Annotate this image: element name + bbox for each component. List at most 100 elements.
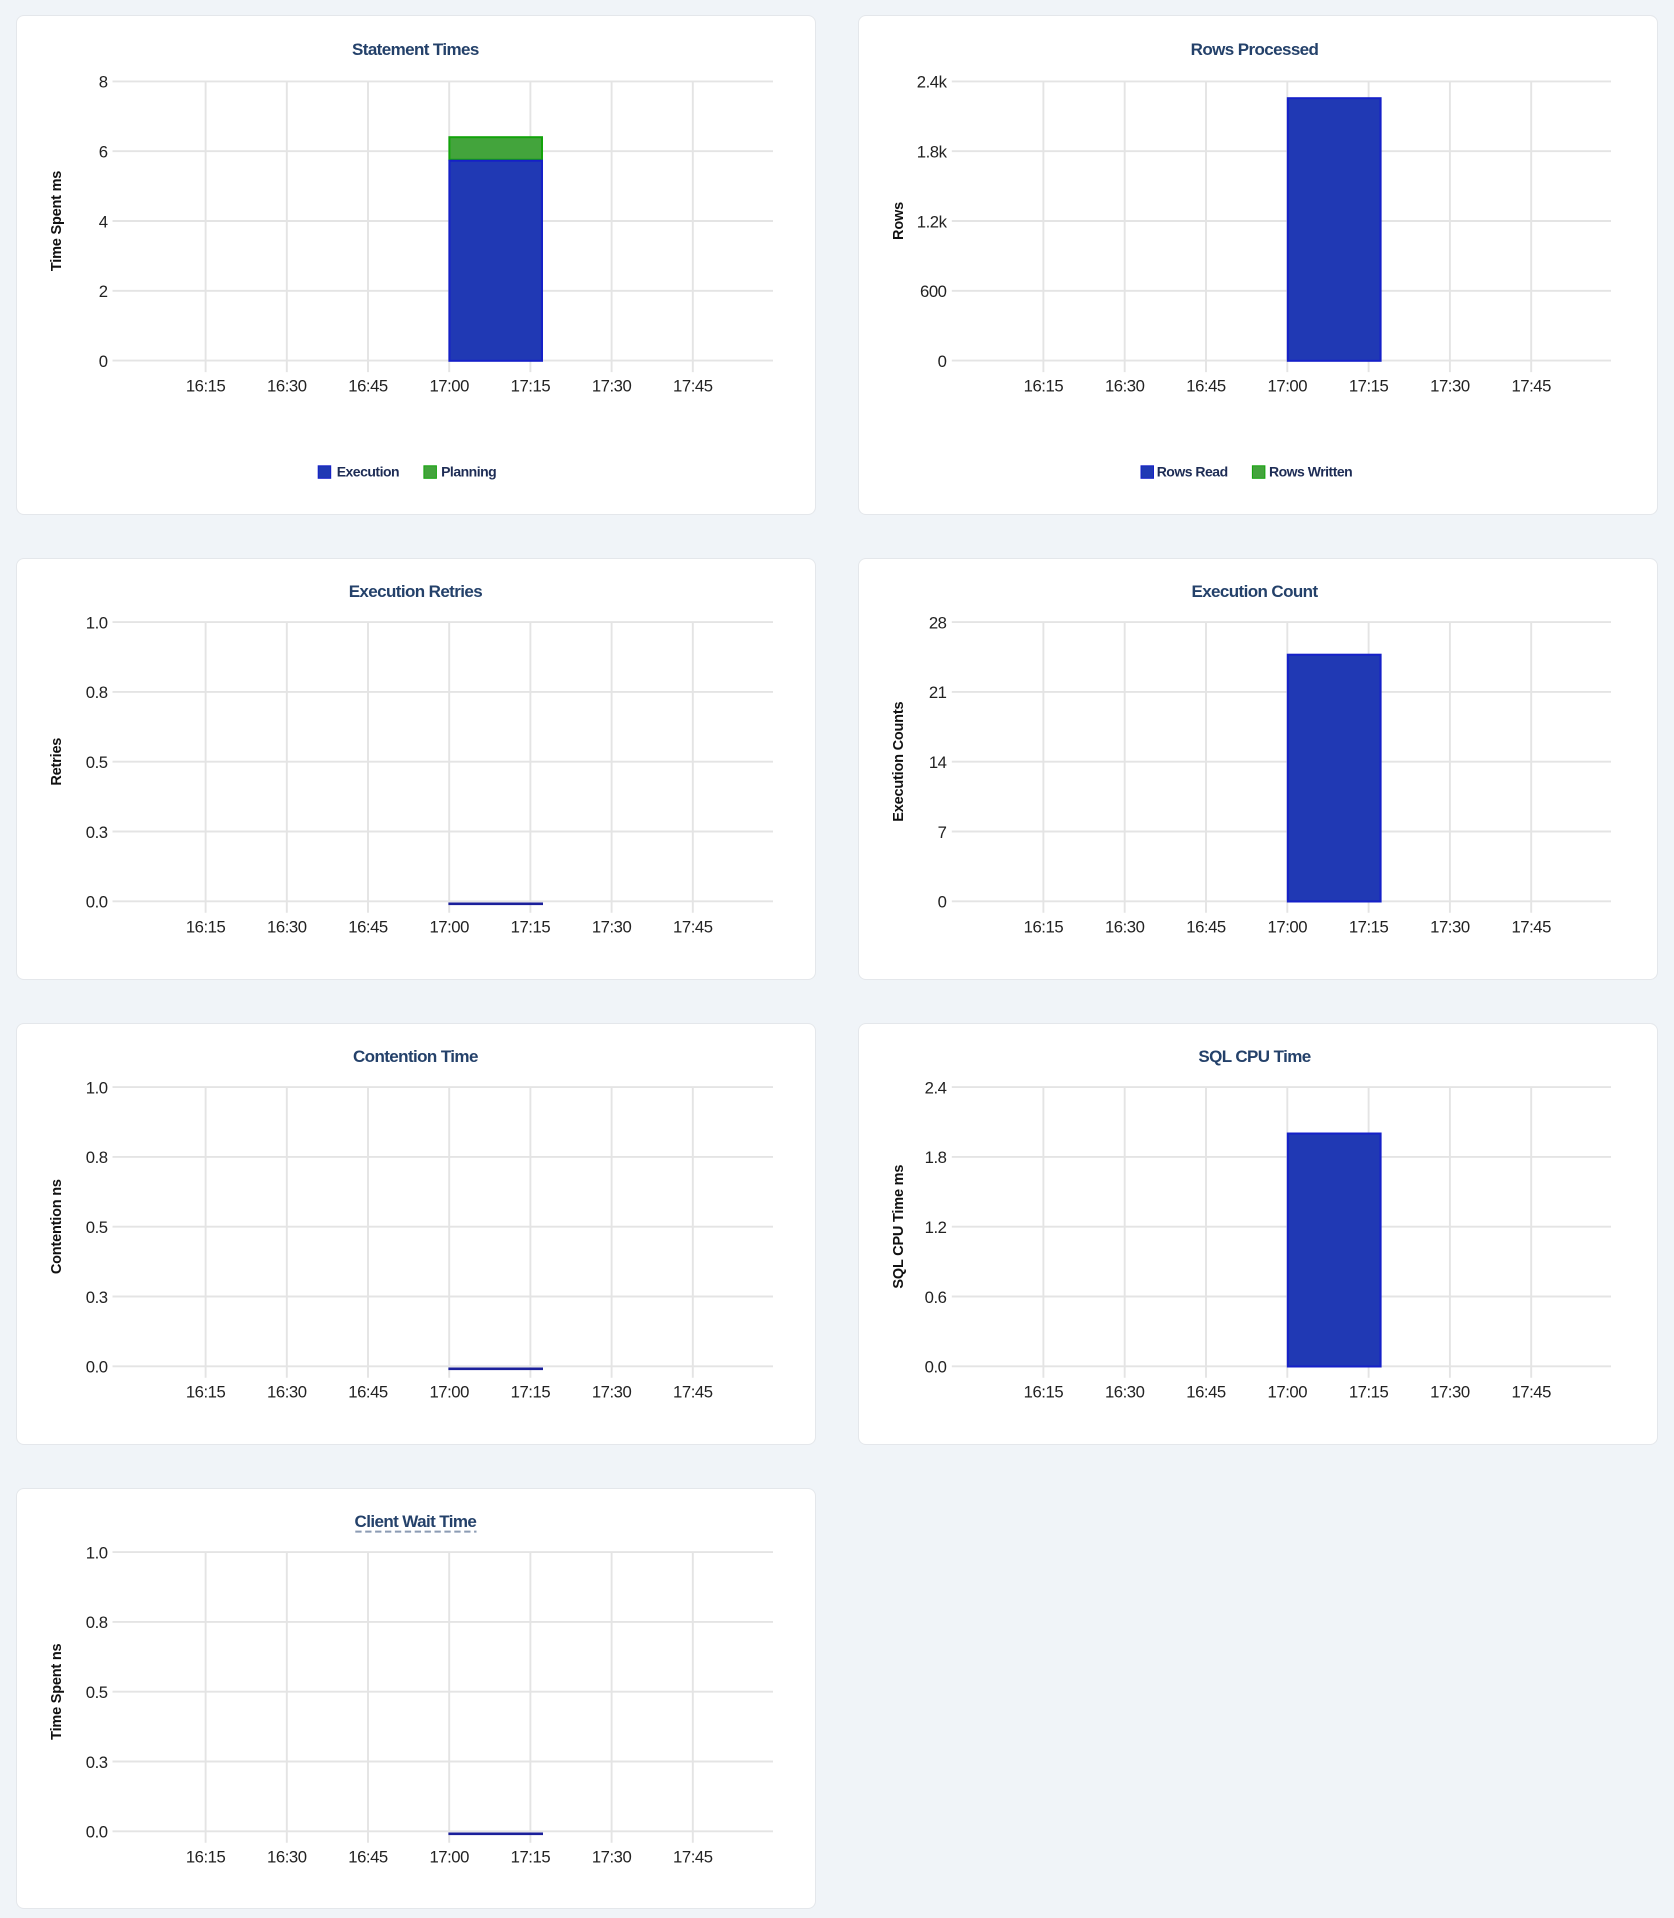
svg-text:16:15: 16:15 [1024, 377, 1064, 396]
svg-text:0.0: 0.0 [86, 1357, 108, 1376]
svg-text:16:45: 16:45 [348, 377, 388, 396]
svg-text:1.0: 1.0 [86, 1543, 108, 1562]
svg-text:SQL CPU Time: SQL CPU Time [1198, 1047, 1310, 1066]
svg-text:Statement Times: Statement Times [352, 40, 479, 59]
svg-text:17:45: 17:45 [673, 377, 713, 396]
svg-text:17:00: 17:00 [429, 377, 469, 396]
svg-text:8: 8 [99, 73, 108, 92]
svg-text:17:15: 17:15 [511, 1382, 551, 1401]
svg-text:17:00: 17:00 [1268, 377, 1308, 396]
svg-text:16:30: 16:30 [267, 917, 307, 936]
svg-text:17:00: 17:00 [429, 1847, 469, 1866]
svg-text:1.8k: 1.8k [917, 143, 948, 162]
svg-text:1.2k: 1.2k [917, 212, 948, 231]
svg-text:28: 28 [929, 613, 947, 632]
svg-text:0: 0 [938, 352, 947, 371]
svg-text:Client Wait Time: Client Wait Time [355, 1512, 477, 1531]
svg-text:7: 7 [938, 823, 947, 842]
svg-text:16:15: 16:15 [186, 377, 226, 396]
svg-text:6: 6 [99, 143, 108, 162]
svg-text:600: 600 [920, 282, 947, 301]
svg-text:16:15: 16:15 [1024, 1382, 1064, 1401]
svg-text:1.8: 1.8 [925, 1148, 947, 1167]
svg-text:1.2: 1.2 [925, 1218, 947, 1237]
svg-text:Execution Retries: Execution Retries [349, 582, 483, 601]
svg-text:16:15: 16:15 [186, 1847, 226, 1866]
svg-text:17:00: 17:00 [429, 1382, 469, 1401]
svg-text:17:15: 17:15 [511, 917, 551, 936]
svg-text:0: 0 [938, 893, 947, 912]
svg-text:17:45: 17:45 [1511, 917, 1551, 936]
svg-text:16:45: 16:45 [1186, 917, 1226, 936]
svg-text:16:30: 16:30 [267, 1847, 307, 1866]
svg-text:0.0: 0.0 [86, 893, 108, 912]
svg-text:Rows Processed: Rows Processed [1191, 40, 1319, 59]
svg-text:16:45: 16:45 [348, 1382, 388, 1401]
svg-text:17:45: 17:45 [1511, 1382, 1551, 1401]
svg-text:Execution Counts: Execution Counts [891, 702, 907, 822]
svg-text:0.6: 0.6 [925, 1287, 947, 1306]
svg-text:17:00: 17:00 [1268, 1382, 1308, 1401]
svg-text:Retries: Retries [49, 738, 65, 786]
svg-text:Rows Written: Rows Written [1269, 464, 1352, 480]
svg-text:1.0: 1.0 [86, 1078, 108, 1097]
svg-text:17:15: 17:15 [511, 1847, 551, 1866]
svg-text:2.4k: 2.4k [917, 73, 948, 92]
svg-text:17:30: 17:30 [1430, 917, 1470, 936]
svg-text:21: 21 [929, 683, 947, 702]
svg-text:16:30: 16:30 [267, 1382, 307, 1401]
svg-text:16:45: 16:45 [1186, 1382, 1226, 1401]
svg-text:17:15: 17:15 [511, 377, 551, 396]
svg-text:17:15: 17:15 [1349, 917, 1389, 936]
svg-text:1.0: 1.0 [86, 613, 108, 632]
svg-text:17:45: 17:45 [673, 917, 713, 936]
svg-text:0.5: 0.5 [86, 753, 108, 772]
svg-text:0.3: 0.3 [86, 1752, 108, 1771]
svg-text:16:45: 16:45 [348, 917, 388, 936]
svg-text:17:30: 17:30 [592, 1847, 632, 1866]
svg-text:Contention ns: Contention ns [49, 1179, 65, 1274]
svg-text:17:30: 17:30 [592, 917, 632, 936]
svg-text:2.4: 2.4 [925, 1078, 947, 1097]
svg-text:Planning: Planning [441, 464, 496, 480]
svg-text:17:30: 17:30 [1430, 1382, 1470, 1401]
svg-text:16:30: 16:30 [1105, 1382, 1145, 1401]
svg-text:16:45: 16:45 [1186, 377, 1226, 396]
svg-text:16:30: 16:30 [1105, 377, 1145, 396]
svg-text:0.0: 0.0 [86, 1822, 108, 1841]
svg-text:17:00: 17:00 [429, 917, 469, 936]
svg-text:17:15: 17:15 [1349, 1382, 1389, 1401]
svg-text:4: 4 [99, 212, 108, 231]
svg-text:17:15: 17:15 [1349, 377, 1389, 396]
svg-text:16:30: 16:30 [1105, 917, 1145, 936]
svg-text:17:30: 17:30 [592, 377, 632, 396]
svg-text:0.5: 0.5 [86, 1683, 108, 1702]
svg-text:Rows Read: Rows Read [1157, 464, 1228, 480]
svg-text:Execution Count: Execution Count [1191, 582, 1318, 601]
svg-text:16:45: 16:45 [348, 1847, 388, 1866]
svg-text:Rows: Rows [891, 202, 907, 240]
svg-text:16:15: 16:15 [186, 917, 226, 936]
svg-text:17:45: 17:45 [673, 1382, 713, 1401]
svg-text:0.3: 0.3 [86, 1287, 108, 1306]
svg-text:17:45: 17:45 [1511, 377, 1551, 396]
svg-text:Time Spent ms: Time Spent ms [49, 171, 65, 271]
svg-text:14: 14 [929, 753, 947, 772]
svg-text:0.3: 0.3 [86, 823, 108, 842]
svg-text:0.0: 0.0 [925, 1357, 947, 1376]
svg-text:Contention Time: Contention Time [353, 1047, 478, 1066]
svg-text:17:30: 17:30 [1430, 377, 1470, 396]
svg-text:SQL CPU Time ms: SQL CPU Time ms [891, 1164, 907, 1288]
svg-text:0.5: 0.5 [86, 1218, 108, 1237]
svg-text:17:30: 17:30 [592, 1382, 632, 1401]
svg-text:2: 2 [99, 282, 108, 301]
svg-text:Time Spent ns: Time Spent ns [49, 1643, 65, 1739]
svg-text:16:15: 16:15 [1024, 917, 1064, 936]
svg-text:0.8: 0.8 [86, 1148, 108, 1167]
svg-text:16:30: 16:30 [267, 377, 307, 396]
svg-text:0.8: 0.8 [86, 1613, 108, 1632]
svg-text:16:15: 16:15 [186, 1382, 226, 1401]
svg-text:17:45: 17:45 [673, 1847, 713, 1866]
svg-text:17:00: 17:00 [1268, 917, 1308, 936]
svg-text:0.8: 0.8 [86, 683, 108, 702]
